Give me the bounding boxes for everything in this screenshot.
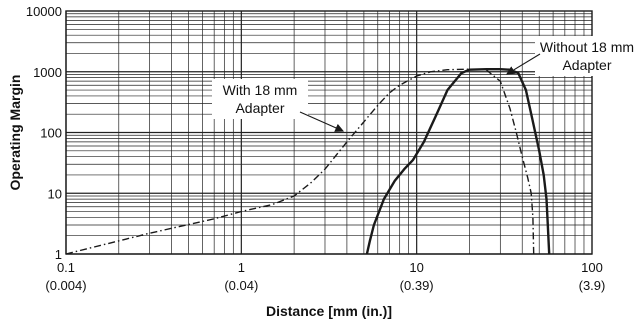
y-tick-label: 1 <box>55 247 62 262</box>
callout-without-adapter: Without 18 mm Adapter <box>506 36 639 76</box>
tick-labels: 1 10 100 1000 10000 0.1 (0.004) 1 (0.04) 10 (0.39)… <box>26 4 606 293</box>
callout-text-line: Adapter <box>235 100 284 116</box>
x-tick-label: 0.1 <box>57 260 75 275</box>
plot-border <box>65 10 593 255</box>
y-tick-label: 10000 <box>26 4 62 19</box>
x-tick-label: 1 <box>238 260 245 275</box>
callout-background <box>535 36 639 76</box>
callout-arrow <box>506 53 541 75</box>
x-axis-title: Distance [mm (in.)] <box>266 303 392 319</box>
y-tick-label: 10 <box>48 186 62 201</box>
callout-with-adapter: With 18 mm Adapter <box>212 79 345 132</box>
series-line-without-adapter <box>365 68 551 255</box>
y-tick-label: 100 <box>40 126 62 141</box>
callout-text-line: Without 18 mm <box>540 39 634 55</box>
x-tick-sublabel: (3.9) <box>579 278 606 293</box>
callout-background <box>212 79 308 119</box>
annotations: With 18 mm Adapter Without 18 mm Adapter <box>212 36 639 132</box>
x-tick-label: 10 <box>409 260 423 275</box>
series-group <box>65 68 551 255</box>
callout-arrow <box>299 111 345 132</box>
x-tick-label: 100 <box>581 260 603 275</box>
x-tick-sublabel: (0.004) <box>45 278 86 293</box>
grid <box>65 11 592 255</box>
callout-text-line: Adapter <box>562 57 611 73</box>
y-axis-title: Operating Margin <box>7 75 23 191</box>
y-tick-label: 1000 <box>33 65 62 80</box>
series-line-with-adapter <box>65 68 535 255</box>
x-tick-sublabel: (0.39) <box>400 278 434 293</box>
x-tick-sublabel: (0.04) <box>224 278 258 293</box>
callout-text-line: With 18 mm <box>223 82 298 98</box>
